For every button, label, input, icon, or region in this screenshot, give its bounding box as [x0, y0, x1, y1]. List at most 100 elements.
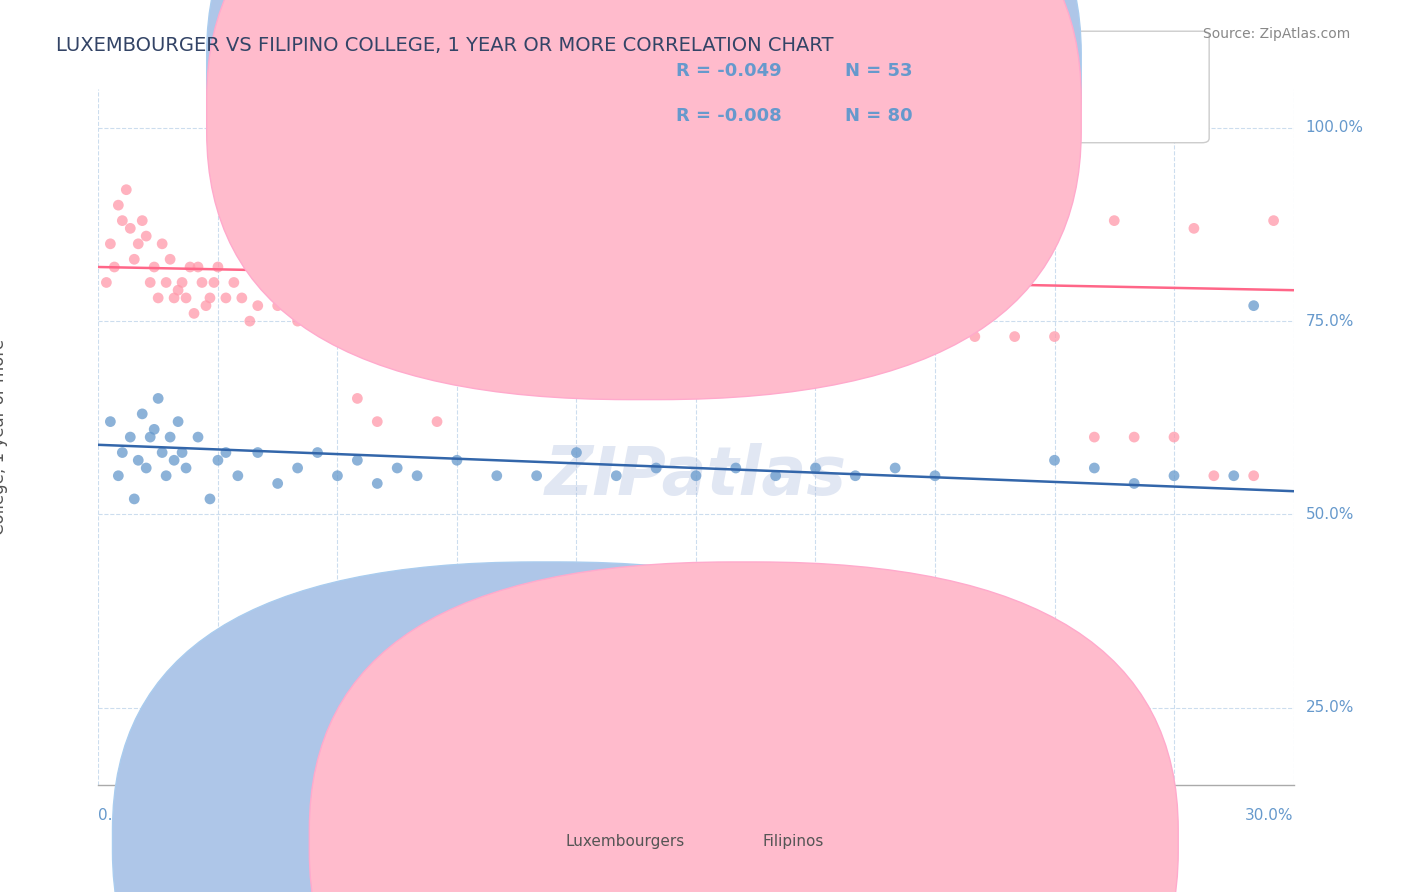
Filipinos — [183, 306, 205, 320]
Filipinos — [844, 329, 866, 343]
Filipinos — [704, 221, 727, 235]
Filipinos — [465, 213, 488, 227]
Filipinos — [107, 198, 129, 212]
Luxembourgers — [198, 491, 221, 506]
Luxembourgers — [287, 461, 309, 475]
Text: 50.0%: 50.0% — [1306, 507, 1354, 522]
Luxembourgers — [226, 468, 249, 483]
Luxembourgers — [1163, 468, 1185, 483]
Luxembourgers — [724, 461, 747, 475]
Filipinos — [267, 160, 290, 174]
Filipinos — [307, 283, 329, 297]
Luxembourgers — [963, 739, 986, 754]
Filipinos — [207, 260, 229, 274]
Filipinos — [167, 283, 190, 297]
Filipinos — [191, 276, 214, 290]
Filipinos — [222, 276, 245, 290]
Luxembourgers — [124, 491, 146, 506]
Luxembourgers — [924, 468, 946, 483]
Filipinos — [804, 329, 827, 343]
Filipinos — [884, 329, 907, 343]
Filipinos — [202, 276, 225, 290]
Filipinos — [307, 160, 329, 174]
Luxembourgers — [605, 468, 627, 483]
Luxembourgers — [1043, 453, 1066, 467]
Filipinos — [1163, 430, 1185, 444]
Text: 0.0%: 0.0% — [98, 808, 138, 823]
Text: LUXEMBOURGER VS FILIPINO COLLEGE, 1 YEAR OR MORE CORRELATION CHART: LUXEMBOURGER VS FILIPINO COLLEGE, 1 YEAR… — [56, 36, 834, 54]
Filipinos — [143, 260, 166, 274]
Text: 75.0%: 75.0% — [1306, 314, 1354, 328]
Luxembourgers — [1004, 685, 1026, 699]
Luxembourgers — [765, 468, 787, 483]
Luxembourgers — [385, 461, 409, 475]
Filipinos — [163, 291, 186, 305]
Luxembourgers — [143, 422, 166, 436]
Filipinos — [195, 299, 218, 313]
Luxembourgers — [526, 468, 548, 483]
Filipinos — [565, 329, 588, 343]
Filipinos — [346, 291, 368, 305]
Filipinos — [124, 252, 146, 267]
Luxembourgers — [804, 461, 827, 475]
Filipinos — [246, 299, 269, 313]
Filipinos — [215, 291, 238, 305]
Filipinos — [724, 283, 747, 297]
Filipinos — [963, 329, 986, 343]
Filipinos — [187, 260, 209, 274]
Filipinos — [287, 314, 309, 328]
Filipinos — [115, 183, 138, 197]
Luxembourgers — [107, 468, 129, 483]
Filipinos — [179, 260, 201, 274]
Luxembourgers — [98, 415, 122, 429]
Filipinos — [446, 314, 468, 328]
Luxembourgers — [174, 461, 197, 475]
Text: 30.0%: 30.0% — [1246, 808, 1294, 823]
Filipinos — [231, 291, 253, 305]
Filipinos — [406, 291, 429, 305]
Filipinos — [326, 291, 349, 305]
Filipinos — [1083, 430, 1105, 444]
Filipinos — [685, 314, 707, 328]
Filipinos — [366, 415, 388, 429]
Filipinos — [645, 322, 668, 336]
Luxembourgers — [167, 415, 190, 429]
Filipinos — [103, 260, 125, 274]
Luxembourgers — [1223, 468, 1246, 483]
Filipinos — [924, 329, 946, 343]
Filipinos — [626, 213, 648, 227]
Filipinos — [150, 236, 173, 251]
Filipinos — [198, 291, 221, 305]
Filipinos — [239, 314, 262, 328]
Filipinos — [96, 276, 118, 290]
Text: N = 80: N = 80 — [845, 107, 912, 125]
Luxembourgers — [446, 453, 468, 467]
Filipinos — [148, 291, 170, 305]
Luxembourgers — [645, 461, 668, 475]
Filipinos — [1263, 213, 1285, 227]
Text: 25.0%: 25.0% — [1306, 700, 1354, 715]
Filipinos — [1202, 468, 1225, 483]
Luxembourgers — [111, 445, 134, 459]
Luxembourgers — [485, 468, 508, 483]
Filipinos — [267, 299, 290, 313]
Filipinos — [1004, 329, 1026, 343]
Filipinos — [526, 314, 548, 328]
Filipinos — [159, 252, 181, 267]
Luxembourgers — [150, 445, 173, 459]
Luxembourgers — [207, 453, 229, 467]
Luxembourgers — [884, 461, 907, 475]
Filipinos — [1243, 468, 1265, 483]
Filipinos — [120, 221, 142, 235]
Filipinos — [546, 221, 568, 235]
Text: R = -0.049: R = -0.049 — [676, 62, 782, 80]
Text: Luxembourgers: Luxembourgers — [565, 834, 685, 848]
Filipinos — [1043, 329, 1066, 343]
Luxembourgers — [187, 430, 209, 444]
Filipinos — [485, 299, 508, 313]
Filipinos — [1024, 221, 1046, 235]
Luxembourgers — [326, 468, 349, 483]
Luxembourgers — [148, 392, 170, 406]
Luxembourgers — [346, 453, 368, 467]
Luxembourgers — [1123, 476, 1146, 491]
